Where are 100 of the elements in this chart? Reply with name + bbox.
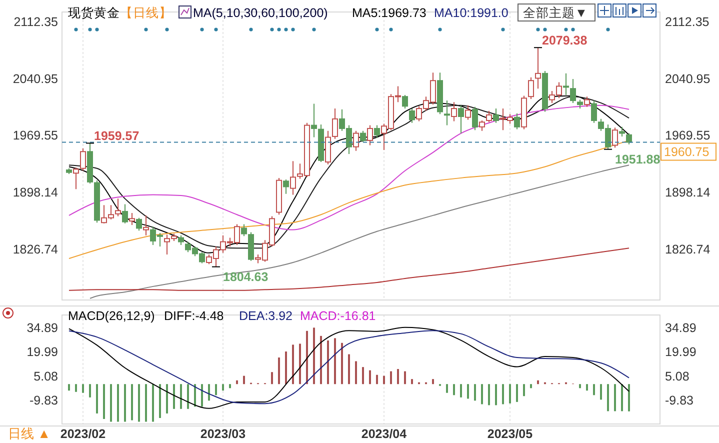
y-tick-label: -9.83 (30, 394, 58, 408)
bar (614, 384, 616, 412)
chart-subtitle: 【日线】 (120, 6, 172, 20)
bar (432, 379, 434, 384)
bar (145, 384, 147, 422)
bar (537, 380, 539, 384)
annotation: MA10:1991.0 (434, 6, 508, 20)
bar (68, 384, 70, 391)
bar (607, 384, 609, 412)
bar (89, 384, 91, 398)
annotation: 2079.38 (542, 34, 588, 48)
y2-tick-label: 1969.55 (665, 128, 710, 143)
y-tick-label: 1826.74 (12, 242, 58, 257)
bar (495, 384, 497, 406)
bar (327, 340, 329, 384)
bar (124, 384, 126, 422)
y-tick-label: 2040.95 (12, 72, 58, 86)
y-tick-label: 34.89 (26, 321, 58, 336)
bar (362, 367, 364, 384)
bar (586, 384, 588, 391)
candlestick (451, 102, 457, 122)
bar (110, 384, 112, 422)
bar (138, 384, 140, 422)
bar (243, 376, 245, 384)
bar (334, 338, 336, 384)
bar (117, 384, 119, 422)
bar (236, 380, 238, 384)
bar (530, 384, 532, 388)
y2-tick-label: 2112.35 (665, 14, 710, 29)
x-tick-label: 2023/03 (200, 427, 246, 441)
bar (628, 384, 630, 412)
bar (397, 369, 399, 384)
y-tick-label: 19.99 (26, 345, 58, 360)
chart-title: 现货黄金 (68, 6, 120, 20)
y-tick-label: 5.08 (34, 369, 58, 384)
annotation: 全部主题▼ (523, 5, 588, 20)
bar (348, 354, 350, 384)
y2-tick-label: -9.83 (665, 394, 694, 408)
bar (446, 384, 448, 393)
candlestick (444, 100, 450, 126)
candlestick (311, 103, 317, 138)
bar (285, 351, 287, 384)
bar (460, 384, 462, 398)
y2-tick-label: 5.08 (665, 369, 690, 384)
candlestick (535, 47, 541, 90)
bar (201, 384, 203, 407)
ref-line-label: 1960.75 (664, 145, 710, 160)
bar (180, 384, 182, 409)
bar (467, 384, 469, 399)
annotation: DEA:3.92 (239, 309, 293, 323)
candlestick (563, 72, 569, 96)
bar (173, 384, 175, 409)
y2-tick-label: 1826.74 (665, 242, 710, 257)
bar (481, 384, 483, 404)
annotation: DIFF:-4.48 (164, 309, 224, 323)
y-tick-label: 1898.14 (12, 186, 58, 200)
annotation: MACD:-16.81 (300, 309, 376, 323)
line-series (68, 248, 630, 291)
bar (621, 384, 623, 412)
bar (187, 384, 189, 409)
bar (383, 376, 385, 384)
bar (103, 384, 105, 419)
bar (222, 384, 224, 391)
y2-tick-label: 1898.14 (665, 186, 710, 200)
bar (278, 357, 280, 384)
bar (96, 384, 98, 414)
x-tick-label: 2023/04 (361, 427, 407, 441)
bar (600, 384, 602, 400)
bar (159, 384, 161, 418)
bar (411, 379, 413, 384)
bar (369, 370, 371, 384)
x-tick-label: 2023/02 (60, 427, 106, 441)
bar (593, 384, 595, 396)
bar (166, 384, 168, 414)
bar (152, 384, 154, 422)
y2-tick-label: 34.89 (665, 321, 696, 336)
bar (341, 342, 343, 384)
bar (313, 328, 315, 384)
bar (306, 330, 308, 384)
y-tick-label: 2112.35 (14, 14, 58, 29)
bar (509, 384, 511, 404)
bar (488, 384, 490, 406)
bar (474, 384, 476, 401)
bar (404, 371, 406, 384)
y2-tick-label: 2040.95 (665, 72, 710, 86)
bar (299, 344, 301, 384)
bar (453, 384, 455, 396)
annotation: MA5:1969.73 (352, 6, 426, 20)
chart-title: MACD(26,12,9) (68, 309, 155, 323)
annotation: 1804.63 (223, 270, 268, 284)
bar (376, 374, 378, 384)
bar (215, 384, 217, 396)
legend-title: MA(5,10,30,60,100,200) (193, 6, 328, 20)
bar (355, 361, 357, 384)
x-axis-title: 日线 ▲ (8, 426, 50, 441)
annotation: 1959.57 (94, 129, 140, 144)
bar (292, 344, 294, 384)
bar (320, 336, 322, 384)
bar (208, 384, 210, 401)
bar (516, 384, 518, 402)
